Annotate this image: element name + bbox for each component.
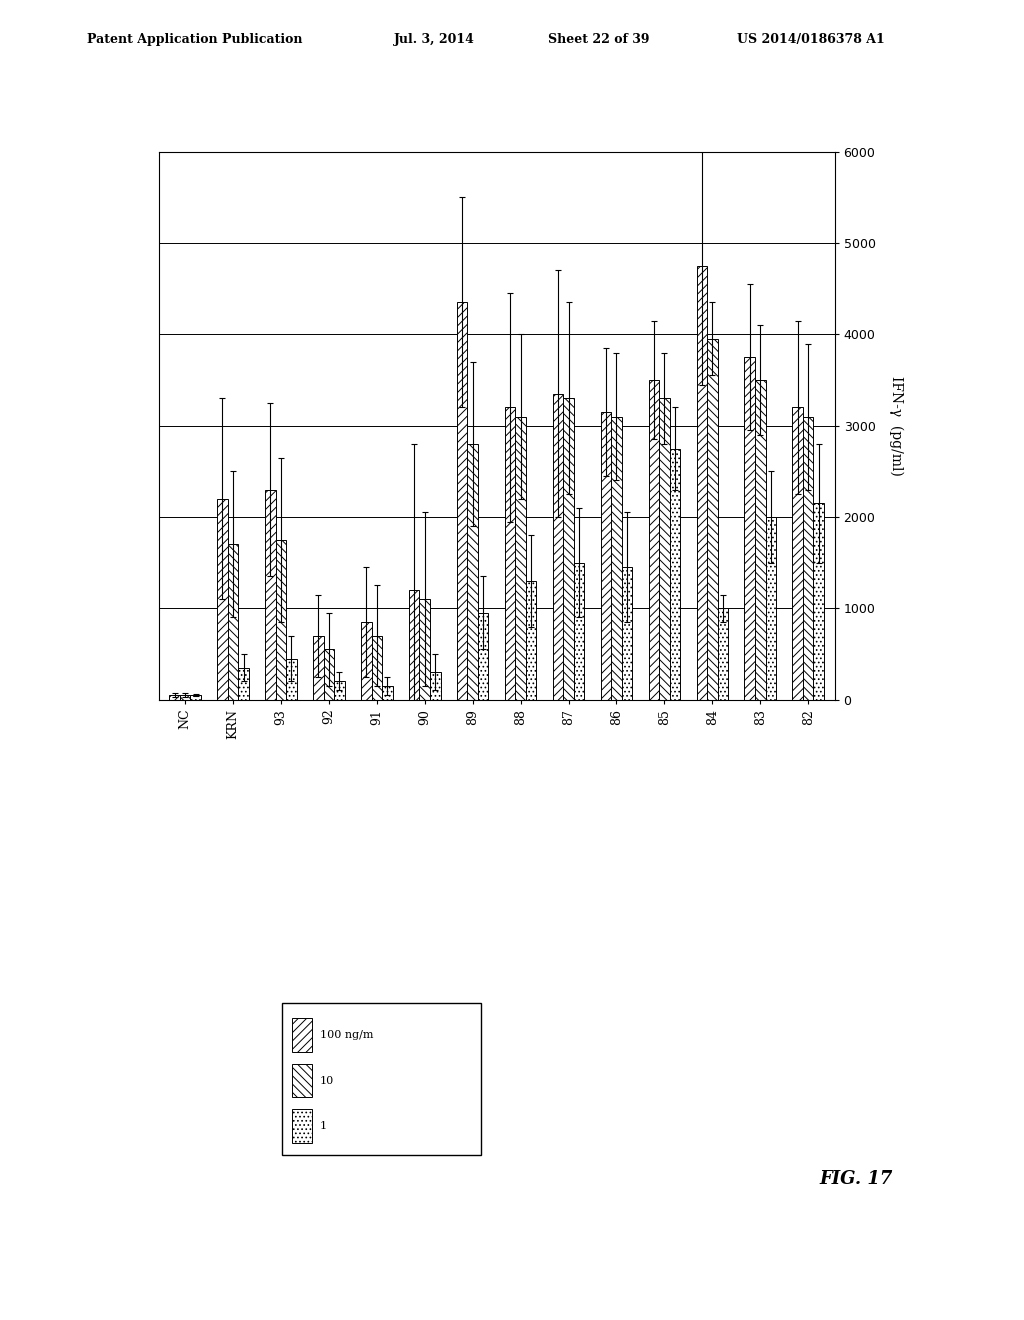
Text: Sheet 22 of 39: Sheet 22 of 39 [548,33,649,46]
Bar [659,399,670,700]
Bar [601,412,611,700]
Text: 100 ng/m: 100 ng/m [319,1030,373,1040]
Bar [190,696,201,700]
Bar [217,499,227,700]
Bar [793,408,803,700]
Bar [313,636,324,700]
Bar [292,1109,311,1143]
Y-axis label: IFN-γ  (pg/ml): IFN-γ (pg/ml) [889,376,903,475]
Bar [505,408,515,700]
Bar [563,399,573,700]
Bar [372,636,382,700]
Bar [239,668,249,700]
Bar [648,380,659,700]
Bar [420,599,430,700]
Bar [457,302,467,700]
Bar [696,265,707,700]
Bar [180,696,190,700]
Bar [227,544,239,700]
Text: FIG. 17: FIG. 17 [819,1170,893,1188]
Bar [361,622,372,700]
Text: 1: 1 [319,1121,327,1131]
Bar [430,672,440,700]
Bar [169,696,180,700]
Bar [292,1064,311,1097]
Bar [707,339,718,700]
Text: 10: 10 [319,1076,334,1085]
Bar [275,540,287,700]
Bar [409,590,420,700]
Bar [324,649,334,700]
Bar [287,659,297,700]
Bar [515,417,526,700]
Text: US 2014/0186378 A1: US 2014/0186378 A1 [737,33,885,46]
Bar [526,581,537,700]
Bar [478,612,488,700]
Text: Patent Application Publication: Patent Application Publication [87,33,302,46]
Bar [755,380,766,700]
Bar [803,417,813,700]
Text: Jul. 3, 2014: Jul. 3, 2014 [394,33,475,46]
Bar [553,393,563,700]
Bar [622,568,632,700]
Bar [382,686,392,700]
Bar [718,609,728,700]
Bar [744,358,755,700]
Bar [467,444,478,700]
Bar [265,490,275,700]
Bar [611,417,622,700]
Bar [670,449,680,700]
Bar [813,503,824,700]
Bar [334,681,345,700]
Bar [766,517,776,700]
Bar [292,1019,311,1052]
Bar [573,562,585,700]
